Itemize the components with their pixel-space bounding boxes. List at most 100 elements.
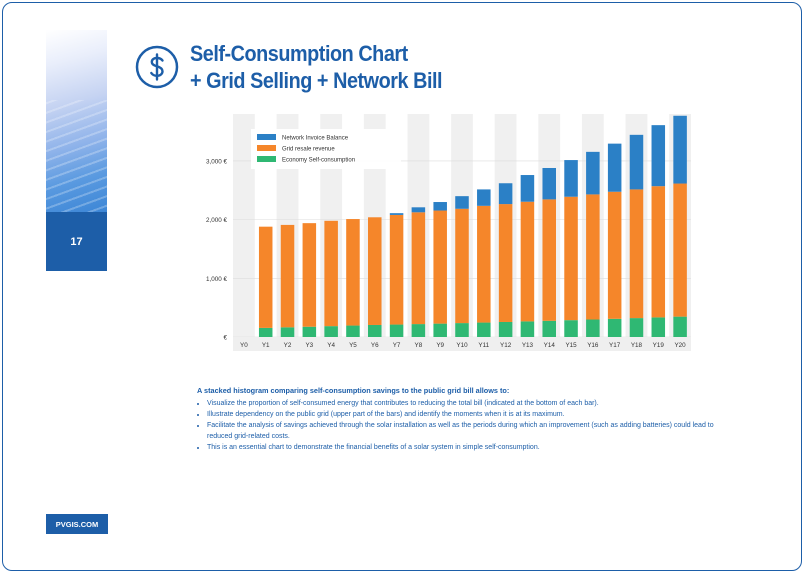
y-tick-label: 2,000 € bbox=[206, 217, 228, 224]
bar-network-invoice-balance bbox=[607, 143, 622, 192]
title-line-1: Self-Consumption Chart bbox=[190, 41, 408, 66]
bar-economy-self-consumption bbox=[542, 320, 556, 337]
bar-economy-self-consumption bbox=[324, 326, 338, 337]
bar-economy-self-consumption bbox=[280, 327, 295, 337]
bar-network-invoice-balance bbox=[433, 202, 447, 211]
x-tick-label: Y11 bbox=[478, 342, 489, 349]
title-line-2: + Grid Selling + Network Bill bbox=[190, 68, 443, 93]
y-tick-label: € bbox=[223, 335, 227, 342]
x-tick-label: Y13 bbox=[522, 342, 534, 349]
page-title: Self-Consumption Chart + Grid Selling + … bbox=[190, 40, 443, 94]
bar-economy-self-consumption bbox=[520, 321, 535, 337]
legend-label: Economy Self-consumption bbox=[282, 158, 355, 164]
x-tick-label: Y15 bbox=[565, 342, 577, 349]
bar-economy-self-consumption bbox=[258, 327, 273, 337]
bar-network-invoice-balance bbox=[520, 175, 535, 202]
bar-network-invoice-balance bbox=[673, 115, 687, 184]
legend-label: Grid resale revenue bbox=[282, 147, 335, 153]
bar-grid-resale-revenue bbox=[564, 196, 578, 321]
x-tick-label: Y16 bbox=[587, 342, 599, 349]
bar-grid-resale-revenue bbox=[520, 201, 535, 322]
x-tick-label: Y18 bbox=[631, 342, 643, 349]
bar-economy-self-consumption bbox=[629, 318, 644, 337]
bar-network-invoice-balance bbox=[586, 151, 600, 195]
bar-network-invoice-balance bbox=[564, 160, 578, 197]
chart-description: A stacked histogram comparing self-consu… bbox=[197, 385, 737, 453]
bar-grid-resale-revenue bbox=[389, 214, 404, 325]
dollar-icon bbox=[135, 45, 179, 89]
y-tick-label: 3,000 € bbox=[206, 158, 228, 165]
bar-network-invoice-balance bbox=[477, 189, 491, 206]
bar-economy-self-consumption bbox=[607, 318, 622, 337]
x-axis-band bbox=[233, 337, 691, 351]
bar-grid-resale-revenue bbox=[258, 226, 273, 328]
bar-network-invoice-balance bbox=[455, 196, 469, 209]
x-tick-label: Y10 bbox=[456, 342, 468, 349]
bar-network-invoice-balance bbox=[542, 167, 556, 200]
stacked-bar-chart: €1,000 € 2,000 € 3,000 € Y0 Y1 Y2 Y3 Y4 Y5 Y6 Y7 Y8… bbox=[206, 114, 691, 351]
legend-swatch bbox=[257, 134, 276, 140]
legend-swatch bbox=[257, 156, 276, 162]
x-tick-label: Y1 bbox=[262, 342, 270, 349]
bar-economy-self-consumption bbox=[389, 324, 404, 337]
bar-grid-resale-revenue bbox=[368, 217, 382, 325]
description-bullet: Facilitate the analysis of savings achie… bbox=[207, 420, 737, 442]
bar-network-invoice-balance bbox=[629, 134, 644, 190]
bar-grid-resale-revenue bbox=[455, 208, 469, 324]
brand-badge: PVGIS.COM bbox=[46, 514, 108, 534]
bar-economy-self-consumption bbox=[586, 319, 600, 337]
bar-economy-self-consumption bbox=[411, 324, 426, 337]
description-list: Visualize the proportion of self-consume… bbox=[197, 398, 737, 453]
column-band bbox=[233, 114, 255, 337]
bar-economy-self-consumption bbox=[368, 324, 382, 337]
bar-grid-resale-revenue bbox=[302, 223, 317, 327]
x-tick-label: Y0 bbox=[240, 342, 248, 349]
description-heading: A stacked histogram comparing self-consu… bbox=[197, 386, 510, 395]
bar-grid-resale-revenue bbox=[346, 219, 360, 326]
x-tick-label: Y19 bbox=[653, 342, 665, 349]
bar-economy-self-consumption bbox=[564, 320, 578, 337]
x-tick-label: Y3 bbox=[305, 342, 313, 349]
bar-economy-self-consumption bbox=[346, 325, 360, 337]
legend-label: Network Invoice Balance bbox=[282, 136, 349, 142]
bar-grid-resale-revenue bbox=[542, 199, 556, 321]
bar-network-invoice-balance bbox=[411, 207, 426, 213]
bar-grid-resale-revenue bbox=[651, 186, 666, 318]
x-tick-label: Y17 bbox=[609, 342, 621, 349]
bar-grid-resale-revenue bbox=[607, 191, 622, 319]
description-bullet: Illustrate dependency on the public grid… bbox=[207, 409, 737, 420]
bar-economy-self-consumption bbox=[651, 317, 666, 337]
bar-economy-self-consumption bbox=[477, 322, 491, 337]
bar-economy-self-consumption bbox=[673, 316, 687, 337]
x-tick-label: Y5 bbox=[349, 342, 357, 349]
bar-grid-resale-revenue bbox=[324, 220, 338, 327]
x-tick-label: Y9 bbox=[436, 342, 444, 349]
x-tick-label: Y4 bbox=[327, 342, 335, 349]
x-tick-label: Y14 bbox=[544, 342, 556, 349]
y-tick-label: 1,000 € bbox=[206, 276, 228, 283]
x-tick-label: Y7 bbox=[393, 342, 401, 349]
bar-grid-resale-revenue bbox=[477, 205, 491, 323]
bar-grid-resale-revenue bbox=[433, 210, 447, 324]
bar-grid-resale-revenue bbox=[498, 204, 513, 322]
bar-economy-self-consumption bbox=[302, 326, 317, 337]
x-tick-label: Y6 bbox=[371, 342, 379, 349]
bar-economy-self-consumption bbox=[498, 321, 513, 337]
description-bullet: Visualize the proportion of self-consume… bbox=[207, 398, 737, 409]
bar-network-invoice-balance bbox=[498, 183, 513, 205]
bar-grid-resale-revenue bbox=[280, 224, 295, 328]
bar-economy-self-consumption bbox=[455, 323, 469, 337]
x-tick-label: Y12 bbox=[500, 342, 512, 349]
description-bullet: This is an essential chart to demonstrat… bbox=[207, 442, 737, 453]
legend-swatch bbox=[257, 145, 276, 151]
bar-grid-resale-revenue bbox=[586, 194, 600, 320]
bar-grid-resale-revenue bbox=[673, 183, 687, 317]
bar-grid-resale-revenue bbox=[411, 212, 426, 325]
bar-network-invoice-balance bbox=[389, 213, 404, 215]
bar-network-invoice-balance bbox=[651, 125, 666, 187]
x-tick-label: Y8 bbox=[415, 342, 423, 349]
side-decoration bbox=[46, 30, 107, 212]
page-number: 17 bbox=[46, 212, 107, 271]
x-tick-label: Y20 bbox=[674, 342, 686, 349]
